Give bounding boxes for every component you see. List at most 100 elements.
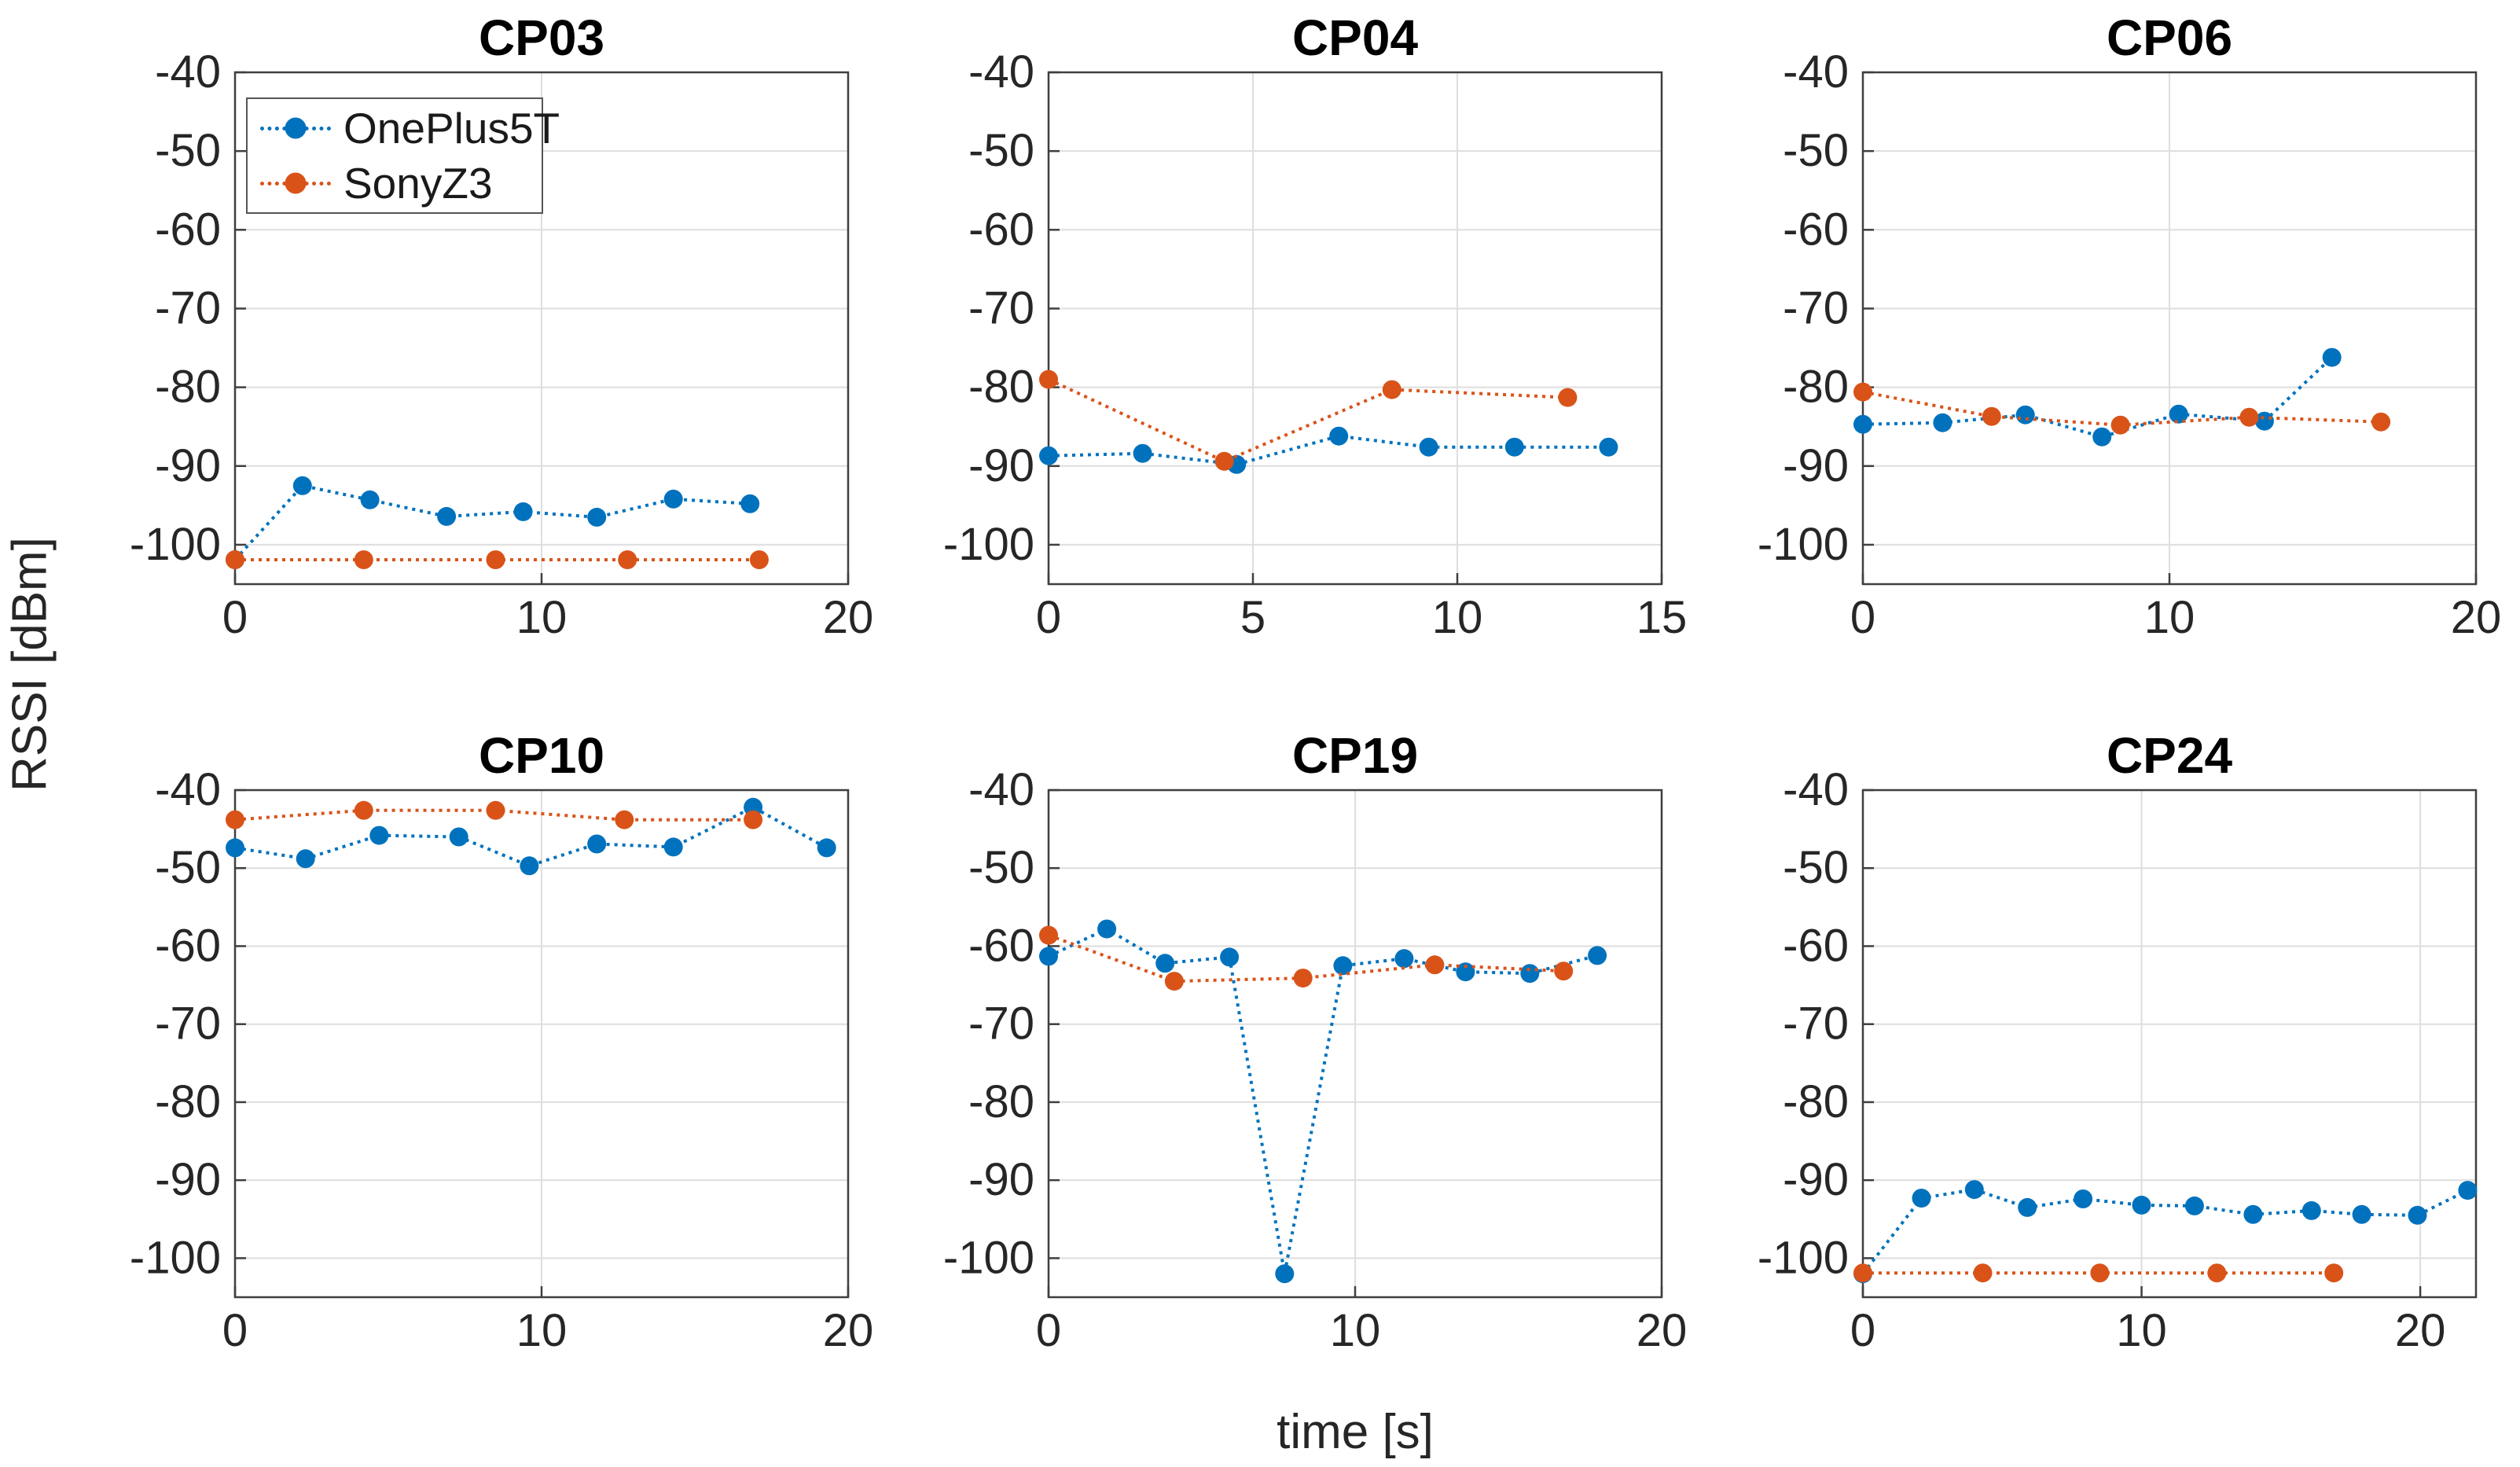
y-tick-label: -40	[1783, 764, 1849, 815]
series-line-SonyZ3	[1048, 933, 1564, 984]
data-point-OnePlus5T	[817, 838, 836, 858]
subplot-title: CP03	[479, 9, 604, 66]
data-point-SonyZ3	[1293, 969, 1313, 988]
data-point-OnePlus5T	[2322, 347, 2342, 367]
y-tick-label: -70	[968, 998, 1034, 1050]
data-point-SonyZ3	[1558, 388, 1578, 407]
y-tick-label: -70	[155, 282, 221, 333]
data-point-OnePlus5T	[1333, 956, 1353, 976]
y-tick-label: -60	[968, 920, 1034, 971]
series-line-OnePlus5T	[1861, 1188, 2469, 1275]
subplot-CP06: 0 10 20 -40 -50 -60 -70 -80 -90 -100 CP06	[1758, 9, 2501, 643]
y-tick-label: -40	[155, 764, 221, 815]
data-point-SonyZ3	[615, 810, 634, 829]
data-point-OnePlus5T	[437, 506, 457, 526]
y-tick-label: -90	[155, 1154, 221, 1205]
subplot-CP03: 0 10 20 -40 -50 -60 -70 -80 -90 -100 CP03	[130, 9, 873, 643]
x-tick-label: 20	[2395, 1305, 2446, 1356]
y-tick-label: -100	[1758, 519, 1849, 570]
data-point-OnePlus5T	[292, 476, 312, 495]
x-tick-label: 0	[1036, 1305, 1061, 1356]
y-tick-label: -70	[1783, 282, 1849, 333]
y-tick-label: -40	[968, 46, 1034, 97]
data-point-OnePlus5T	[2458, 1181, 2478, 1200]
data-point-OnePlus5T	[1599, 437, 1618, 457]
data-point-OnePlus5T	[1220, 947, 1240, 967]
y-tick-label: -70	[968, 282, 1034, 333]
data-point-SonyZ3	[1554, 961, 1574, 981]
x-axis-label: time [s]	[1277, 1405, 1434, 1459]
x-tick-label: 20	[823, 592, 874, 643]
data-point-OnePlus5T	[1853, 414, 1872, 434]
x-tick-label: 10	[1330, 1305, 1381, 1356]
data-point-SonyZ3	[744, 810, 763, 829]
y-tick-label: -60	[968, 204, 1034, 255]
y-tick-label: -70	[155, 998, 221, 1050]
data-point-SonyZ3	[2239, 407, 2259, 427]
data-point-SonyZ3	[1164, 972, 1184, 991]
subplot-title: CP04	[1292, 9, 1419, 66]
x-tick-label: 20	[823, 1305, 874, 1356]
data-point-SonyZ3	[2371, 412, 2391, 432]
series-line-OnePlus5T	[1048, 434, 1609, 466]
data-point-SonyZ3	[486, 800, 505, 820]
data-point-SonyZ3	[486, 550, 505, 569]
data-point-OnePlus5T	[1329, 426, 1349, 446]
data-point-SonyZ3	[1039, 370, 1058, 389]
legend: OnePlus5T SonyZ3	[246, 97, 560, 214]
y-tick-label: -90	[968, 440, 1034, 491]
data-point-OnePlus5T	[1933, 413, 1952, 432]
data-point-OnePlus5T	[587, 507, 607, 527]
data-point-SonyZ3	[1425, 955, 1445, 975]
data-point-OnePlus5T	[1133, 443, 1152, 463]
series-line-SonyZ3	[1048, 377, 1568, 463]
data-point-SonyZ3	[354, 550, 373, 569]
x-tick-label: 0	[1036, 592, 1061, 643]
subplot-CP04: 0 5 10 15 -40 -50 -60 -70 -80 -90 -100 CP04	[943, 9, 1687, 643]
data-point-SonyZ3	[354, 800, 373, 820]
subplot-title: CP06	[2107, 9, 2232, 66]
y-tick-label: -100	[943, 519, 1034, 570]
data-point-OnePlus5T	[663, 837, 683, 857]
data-point-OnePlus5T	[520, 856, 539, 876]
y-tick-label: -100	[943, 1232, 1034, 1283]
data-point-OnePlus5T	[1456, 962, 1475, 982]
y-tick-label: -80	[155, 1076, 221, 1127]
data-point-OnePlus5T	[296, 849, 315, 869]
data-point-SonyZ3	[2090, 1263, 2110, 1283]
y-tick-label: -40	[155, 46, 221, 97]
data-point-OnePlus5T	[2074, 1189, 2093, 1208]
y-tick-label: -50	[968, 125, 1034, 176]
y-tick-label: -90	[968, 1154, 1034, 1205]
data-point-OnePlus5T	[2015, 405, 2035, 425]
legend-label-oneplus5t: OnePlus5T	[343, 103, 560, 153]
data-point-OnePlus5T	[1039, 446, 1058, 465]
data-point-OnePlus5T	[2243, 1204, 2263, 1224]
data-point-OnePlus5T	[513, 502, 533, 521]
y-tick-label: -80	[968, 1076, 1034, 1127]
x-tick-label: 10	[1432, 592, 1483, 643]
x-tick-label: 5	[1240, 592, 1266, 643]
y-tick-label: -80	[1783, 1076, 1849, 1127]
data-point-OnePlus5T	[1394, 949, 1414, 969]
data-point-SonyZ3	[749, 550, 769, 569]
data-point-OnePlus5T	[1504, 437, 1524, 457]
axes-box	[1861, 789, 2478, 1299]
y-tick-label: -50	[968, 842, 1034, 893]
x-tick-label: 10	[2144, 592, 2195, 643]
subplot-CP10: 0 10 20 -40 -50 -60 -70 -80 -90 -100 CP10	[130, 727, 873, 1356]
y-axis-label: RSSI [dBm]	[2, 537, 57, 792]
subplot-title: CP19	[1292, 727, 1418, 784]
x-tick-label: 0	[1850, 1305, 1875, 1356]
legend-entry-sonyz3: SonyZ3	[260, 156, 542, 211]
x-tick-label: 10	[516, 1305, 568, 1356]
x-tick-label: 10	[2116, 1305, 2167, 1356]
legend-line-marker-icon	[260, 172, 331, 194]
y-tick-label: -90	[155, 440, 221, 491]
data-point-OnePlus5T	[1419, 437, 1438, 457]
subplot-CP24: 0 10 20 -40 -50 -60 -70 -80 -90 -100 CP24	[1758, 727, 2478, 1356]
y-tick-label: -50	[155, 842, 221, 893]
data-point-OnePlus5T	[360, 490, 380, 509]
data-point-SonyZ3	[618, 550, 637, 569]
